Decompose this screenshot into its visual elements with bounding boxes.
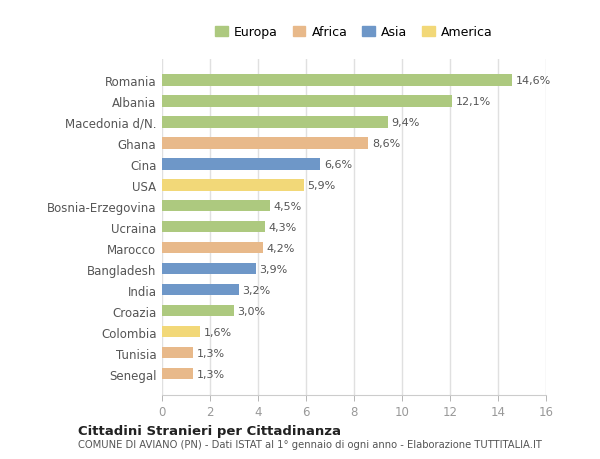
- Text: 1,3%: 1,3%: [197, 369, 225, 379]
- Text: 5,9%: 5,9%: [307, 180, 335, 190]
- Bar: [162, 138, 368, 149]
- Bar: [162, 284, 239, 296]
- Text: 4,3%: 4,3%: [269, 222, 297, 232]
- Text: 3,2%: 3,2%: [242, 285, 271, 295]
- Text: 1,6%: 1,6%: [204, 327, 232, 337]
- Bar: [162, 117, 388, 128]
- Bar: [162, 326, 200, 338]
- Bar: [162, 159, 320, 170]
- Text: 6,6%: 6,6%: [324, 159, 352, 169]
- Bar: [162, 263, 256, 275]
- Bar: [162, 201, 270, 212]
- Bar: [162, 368, 193, 380]
- Bar: [162, 75, 512, 86]
- Text: 4,5%: 4,5%: [274, 202, 302, 211]
- Text: 3,9%: 3,9%: [259, 264, 287, 274]
- Text: 1,3%: 1,3%: [197, 348, 225, 358]
- Bar: [162, 242, 263, 254]
- Legend: Europa, Africa, Asia, America: Europa, Africa, Asia, America: [211, 22, 497, 43]
- Bar: [162, 305, 234, 317]
- Bar: [162, 179, 304, 191]
- Bar: [162, 221, 265, 233]
- Bar: [162, 96, 452, 107]
- Text: Cittadini Stranieri per Cittadinanza: Cittadini Stranieri per Cittadinanza: [78, 424, 341, 437]
- Text: 14,6%: 14,6%: [516, 76, 551, 86]
- Text: 12,1%: 12,1%: [456, 96, 491, 106]
- Text: 3,0%: 3,0%: [238, 306, 266, 316]
- Bar: [162, 347, 193, 358]
- Text: 9,4%: 9,4%: [391, 118, 419, 128]
- Text: 4,2%: 4,2%: [266, 243, 295, 253]
- Text: 8,6%: 8,6%: [372, 139, 400, 148]
- Text: COMUNE DI AVIANO (PN) - Dati ISTAT al 1° gennaio di ogni anno - Elaborazione TUT: COMUNE DI AVIANO (PN) - Dati ISTAT al 1°…: [78, 440, 542, 449]
